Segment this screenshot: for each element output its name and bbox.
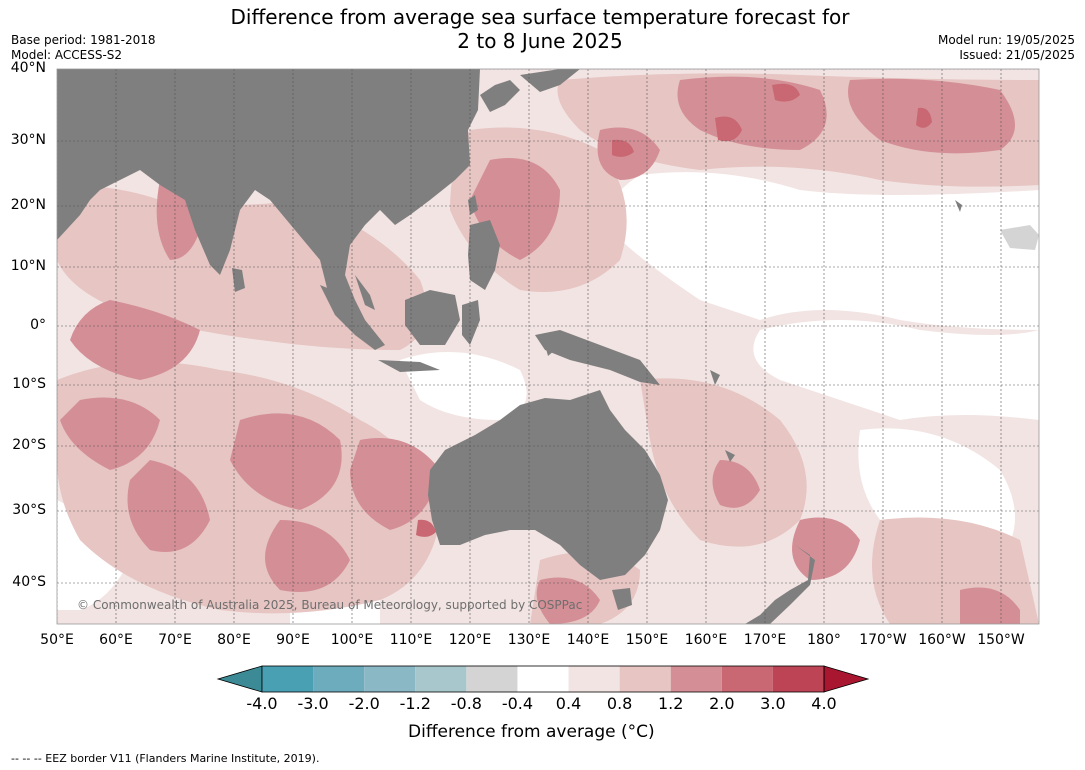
longitude-label: 150°E (625, 632, 669, 648)
colorbar-tick-label: 3.0 (760, 694, 786, 713)
map-title: Difference from average sea surface temp… (190, 5, 890, 53)
longitude-label: 170°E (743, 632, 787, 648)
colorbar-tick-label: 0.8 (606, 694, 633, 713)
colorbar-tick-label: 1.2 (657, 694, 684, 713)
colorbar-tick-label: 0.4 (555, 694, 582, 713)
strong-anomaly-regions (60, 76, 1020, 624)
footnote: -- -- -- EEZ border V11 (Flanders Marine… (11, 752, 320, 765)
copyright-notice: © Commonwealth of Australia 2025, Bureau… (77, 598, 583, 612)
longitude-label: 120°E (448, 632, 492, 648)
longitude-label: 130°E (507, 632, 551, 648)
latitude-label: 40°N (10, 60, 46, 76)
colorbar-tick-label: -1.2 (399, 694, 431, 713)
colorbar-tick-label: -4.0 (246, 694, 278, 713)
longitude-label: 60°E (99, 632, 133, 648)
colorbar-tick-label: -0.4 (501, 694, 534, 713)
model-run: Model run: 19/05/2025 (937, 33, 1075, 47)
metadata-right: Model run: 19/05/2025 Issued: 21/05/2025 (938, 33, 1075, 63)
land-masses (57, 69, 962, 624)
issued-date: Issued: 21/05/2025 (959, 48, 1075, 62)
graticule (57, 69, 1039, 624)
colorbar-tick-label: -2.0 (348, 694, 380, 713)
island-hawaii (1000, 225, 1039, 250)
longitude-label: 70°E (158, 632, 192, 648)
metadata-left: Base period: 1981-2018 Model: ACCESS-S2 (11, 33, 156, 63)
longitude-label: 160°E (684, 632, 728, 648)
latitude-label: 10°S (12, 376, 46, 392)
longitude-label: 160°W (918, 632, 966, 648)
longitude-label: 110°E (389, 632, 433, 648)
latitude-label: 30°N (10, 132, 46, 148)
colorbar-tick-label: 4.0 (811, 694, 837, 713)
longitude-label: 80°E (217, 632, 251, 648)
longitude-label: 140°E (566, 632, 610, 648)
title-line-1: Difference from average sea surface temp… (230, 5, 850, 29)
latitude-label: 40°S (12, 574, 46, 590)
colorbar-tick-label: -0.8 (450, 694, 482, 713)
longitude-label: 100°E (330, 632, 374, 648)
map-frame (56, 68, 1040, 625)
longitude-label: 50°E (40, 632, 74, 648)
colorbar-tick-label: 2.0 (709, 694, 735, 713)
longitude-label: 90°E (276, 632, 310, 648)
colorbar-title: Difference from average (°C) (408, 722, 655, 742)
latitude-label: 30°S (12, 502, 46, 518)
latitude-label: 0° (30, 317, 46, 333)
latitude-label: 10°N (10, 258, 46, 274)
latitude-label: 20°S (12, 437, 46, 453)
title-line-2: 2 to 8 June 2025 (457, 29, 623, 53)
base-period: Base period: 1981-2018 (11, 33, 156, 47)
colorbar-tick-label: -3.0 (297, 694, 329, 713)
latitude-label: 20°N (10, 197, 46, 213)
model-name: Model: ACCESS-S2 (11, 48, 123, 62)
very-strong-anomaly-regions (416, 83, 932, 537)
longitude-label: 180° (807, 632, 841, 648)
longitude-label: 170°W (859, 632, 907, 648)
longitude-label: 150°W (977, 632, 1025, 648)
